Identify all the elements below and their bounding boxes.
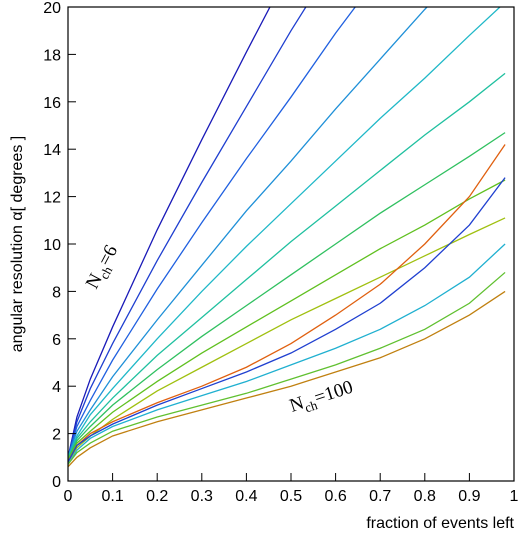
annotation-main: N xyxy=(287,392,307,416)
x-tick-label: 0.2 xyxy=(146,488,168,505)
series-line xyxy=(68,290,506,468)
annotation-rest: =100 xyxy=(312,377,356,409)
series-line xyxy=(68,7,307,458)
series-line xyxy=(68,271,506,465)
x-tick-label: 1 xyxy=(510,488,518,505)
x-tick-label: 0.9 xyxy=(458,488,480,505)
x-tick-label: 0.8 xyxy=(414,488,436,505)
series-line xyxy=(68,144,506,463)
y-tick-label: 10 xyxy=(43,237,61,254)
annotation-rest: =6 xyxy=(94,242,122,270)
plot-lines xyxy=(68,7,506,468)
series-line xyxy=(68,217,506,463)
y-tick-label: 8 xyxy=(52,284,61,301)
x-tick-label: 0.5 xyxy=(280,488,302,505)
x-tick-label: 0.4 xyxy=(235,488,257,505)
y-tick-label: 0 xyxy=(52,474,61,491)
annotation: Nch=6 xyxy=(82,242,125,294)
x-tick-label: 0.1 xyxy=(101,488,123,505)
y-tick-label: 6 xyxy=(52,332,61,349)
series-line xyxy=(68,243,506,465)
series-line xyxy=(68,7,428,458)
x-axis-label: fraction of events left xyxy=(366,515,514,532)
series-line xyxy=(68,179,506,460)
y-tick-label: 2 xyxy=(52,427,61,444)
x-tick-label: 0 xyxy=(64,488,73,505)
annotation: Nch=100 xyxy=(287,377,356,420)
y-tick-label: 18 xyxy=(43,47,61,64)
annotation-sub: ch xyxy=(303,397,320,415)
x-tick-label: 0.6 xyxy=(324,488,346,505)
y-tick-label: 16 xyxy=(43,95,61,112)
y-tick-label: 20 xyxy=(43,0,61,17)
y-tick-label: 12 xyxy=(43,190,61,207)
series-line xyxy=(68,72,506,458)
y-tick-label: 14 xyxy=(43,142,61,159)
y-tick-label: 4 xyxy=(52,379,61,396)
x-tick-label: 0.7 xyxy=(369,488,391,505)
x-tick-label: 0.3 xyxy=(191,488,213,505)
series-line xyxy=(68,7,357,458)
series-line xyxy=(68,7,501,458)
series-line xyxy=(68,7,271,458)
series-line xyxy=(68,177,506,463)
series-line xyxy=(68,132,506,460)
y-axis-label: angular resolution α[ degrees ] xyxy=(9,136,26,353)
